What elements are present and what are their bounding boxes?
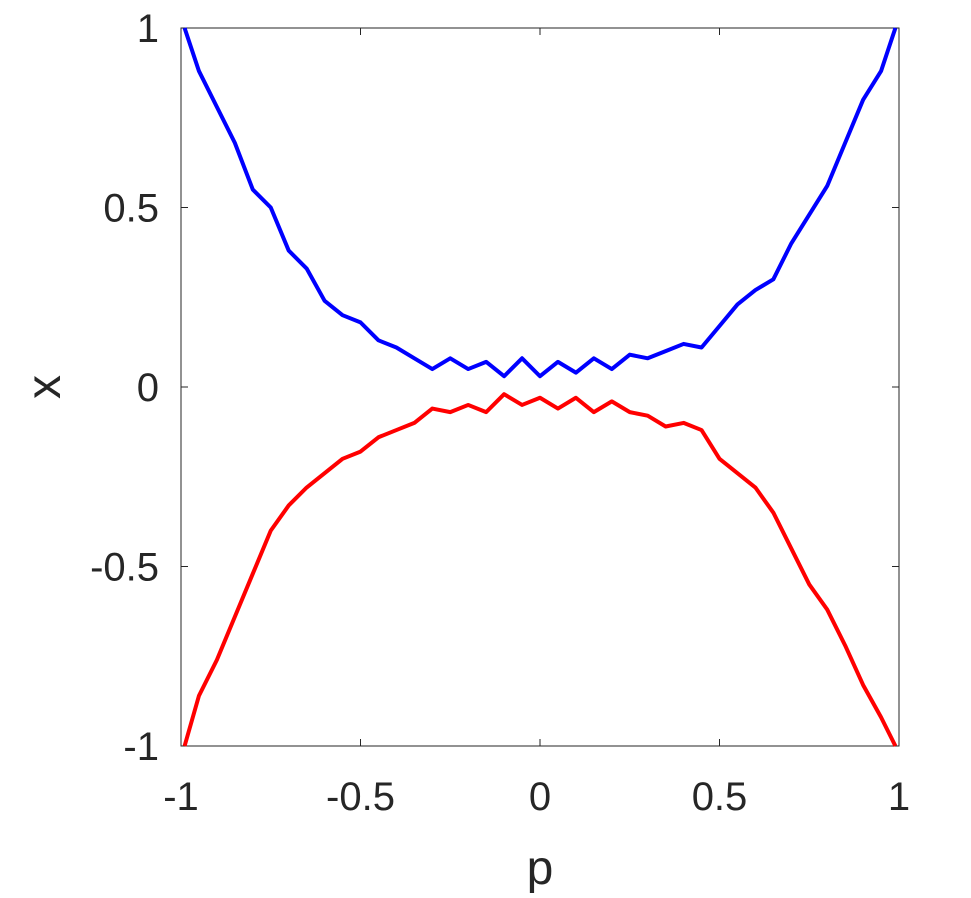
y-tick-label: 0.5 [103, 187, 159, 231]
y-tick-label: 1 [137, 7, 159, 51]
x-tick-label: 0.5 [692, 775, 748, 819]
y-tick-label: -0.5 [90, 546, 159, 590]
y-tick-label: -1 [123, 725, 159, 769]
x-axis-label: p [527, 842, 554, 893]
x-tick-label: -1 [163, 775, 199, 819]
x-tick-label: 0 [529, 775, 551, 819]
plot-frame [180, 27, 900, 747]
x-tick-label: 1 [888, 775, 910, 819]
y-tick-label: 0 [137, 366, 159, 410]
line [182, 27, 898, 379]
x-tick-label: -0.5 [326, 775, 395, 819]
y-axis-label: x [18, 375, 71, 399]
line [182, 392, 898, 747]
